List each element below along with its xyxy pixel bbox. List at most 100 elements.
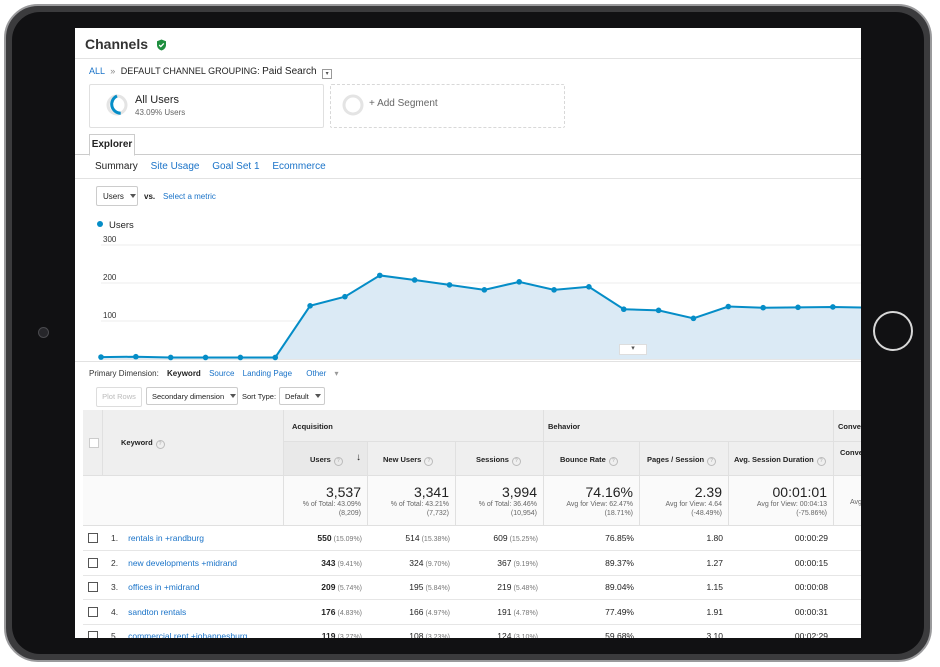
data-point[interactable] <box>342 293 348 300</box>
new-users-cell: 108 (3.23%) <box>368 624 456 638</box>
data-point[interactable] <box>167 354 174 361</box>
data-point[interactable] <box>830 304 836 310</box>
data-point[interactable] <box>725 303 732 310</box>
data-point[interactable] <box>690 315 697 322</box>
data-point[interactable] <box>795 304 801 311</box>
keyword-cell[interactable]: 2. new developments +midrand <box>111 551 237 575</box>
metric-select[interactable]: Users <box>96 186 138 206</box>
subtab-ecommerce[interactable]: Ecommerce <box>272 161 326 172</box>
data-point[interactable] <box>516 279 522 285</box>
keyword-header[interactable]: Keyword? <box>103 410 284 476</box>
sort-type-select[interactable]: Default <box>279 387 325 405</box>
breadcrumb-all-link[interactable]: ALL <box>89 66 105 76</box>
data-point[interactable] <box>620 306 627 313</box>
avg-duration-col-header[interactable]: Avg. Session Duration? <box>729 442 834 476</box>
keyword-link[interactable]: offices in +midrand <box>128 582 200 592</box>
chart-collapse-handle[interactable]: ▾ <box>619 344 647 355</box>
page-title-wrap: Channels <box>85 36 167 52</box>
conversions-group-header: Conver <box>834 410 861 442</box>
secondary-dimension-select[interactable]: Secondary dimension <box>146 387 238 405</box>
help-icon[interactable]: ? <box>424 457 434 466</box>
pages-session-col-header[interactable]: Pages / Session? <box>640 442 729 476</box>
data-point[interactable] <box>481 287 488 293</box>
segment-sub: 43.09% Users <box>135 108 186 117</box>
keyword-link[interactable]: rentals in +randburg <box>128 533 204 543</box>
sessions-cell: 219 (5.48%) <box>456 575 544 599</box>
subtab-summary[interactable]: Summary <box>95 161 138 172</box>
dimension-keyword[interactable]: Keyword <box>167 369 201 378</box>
row-checkbox[interactable] <box>88 582 98 592</box>
plot-rows-button[interactable]: Plot Rows <box>96 387 142 407</box>
bounce-cell: 76.85% <box>544 526 640 550</box>
row-checkbox[interactable] <box>88 533 98 543</box>
keyword-cell[interactable]: 5. commercial rent +johannesburg <box>111 624 247 638</box>
subtab-site-usage[interactable]: Site Usage <box>150 161 200 172</box>
data-point[interactable] <box>446 282 453 288</box>
data-point[interactable] <box>377 272 383 279</box>
conv-col-header[interactable]: Conve <box>834 442 861 476</box>
duration-value: 00:00:29 <box>794 533 828 543</box>
help-icon[interactable]: ? <box>333 457 343 466</box>
keyword-cell[interactable]: 4. sandton rentals <box>111 600 186 624</box>
table-row: 5. commercial rent +johannesburg 119 (3.27%… <box>83 624 861 638</box>
duration-value: 00:00:31 <box>794 606 828 617</box>
add-segment-button[interactable]: + Add Segment <box>330 84 565 128</box>
select-metric-link[interactable]: Select a metric <box>163 192 216 201</box>
total-sessions-l1: % of Total: 36.46% <box>478 501 537 508</box>
home-button[interactable] <box>873 311 913 351</box>
data-point[interactable] <box>411 277 418 283</box>
data-point[interactable] <box>272 354 279 361</box>
data-point[interactable] <box>237 354 244 361</box>
data-point[interactable] <box>98 354 104 360</box>
total-pages-session-value: 2.39 <box>694 484 722 500</box>
sort-arrow-down-icon[interactable]: ↓ <box>356 452 361 463</box>
data-point[interactable] <box>586 284 592 290</box>
dimension-other[interactable]: Other ▾ <box>300 369 338 378</box>
dimension-source[interactable]: Source <box>209 369 235 378</box>
keyword-link[interactable]: new developments +midrand <box>128 557 238 568</box>
chevron-down-icon <box>129 194 136 198</box>
bounce-value: 77.49% <box>605 606 634 617</box>
subtab-goal-set-1[interactable]: Goal Set 1 <box>212 161 260 172</box>
users-pct: (15.09%) <box>333 536 362 543</box>
data-point[interactable] <box>760 304 766 311</box>
y-tick-label: 200 <box>103 273 117 282</box>
keyword-cell[interactable]: 3. offices in +midrand <box>111 575 200 599</box>
help-icon[interactable]: ? <box>816 457 826 466</box>
help-icon[interactable]: ? <box>707 457 717 466</box>
select-all-checkbox[interactable] <box>89 438 99 448</box>
segment-all-users[interactable]: All Users 43.09% Users <box>89 84 324 128</box>
new-users-value: 108 <box>409 631 424 638</box>
tab-divider <box>75 154 861 155</box>
row-checkbox[interactable] <box>88 631 98 638</box>
pages-value: 3.10 <box>706 631 723 638</box>
data-point[interactable] <box>202 354 209 361</box>
bounce-rate-col-header[interactable]: Bounce Rate? <box>544 442 640 476</box>
row-checkbox[interactable] <box>88 606 98 617</box>
bounce-rate-col-label: Bounce Rate <box>560 455 606 464</box>
help-icon[interactable]: ? <box>155 440 165 449</box>
new-users-col-header[interactable]: New Users? <box>368 442 456 476</box>
data-point[interactable] <box>133 353 139 360</box>
users-cell: 343 (9.41%) <box>284 551 368 575</box>
data-point[interactable] <box>551 287 557 293</box>
data-point[interactable] <box>307 303 313 309</box>
users-col-header[interactable]: Users? ↓ <box>284 442 368 476</box>
metric-select-value: Users <box>103 192 124 201</box>
help-icon[interactable]: ? <box>608 457 618 466</box>
keyword-cell[interactable]: 1. rentals in +randburg <box>111 526 204 550</box>
keyword-link[interactable]: sandton rentals <box>128 606 187 617</box>
row-checkbox[interactable] <box>88 557 98 568</box>
data-point[interactable] <box>655 307 662 314</box>
help-icon[interactable]: ? <box>511 457 521 466</box>
total-avg-duration-l1: Avg for View: 00:04:13 <box>756 501 827 508</box>
keyword-link[interactable]: commercial rent +johannesburg <box>128 631 248 638</box>
empty-segment-circle-icon <box>342 94 364 116</box>
sessions-col-header[interactable]: Sessions? <box>456 442 544 476</box>
users-pct: (4.83%) <box>337 609 362 617</box>
segment-name: All Users <box>135 94 180 106</box>
add-segment-label: + Add Segment <box>369 98 438 109</box>
breadcrumb-dropdown-icon[interactable]: ▾ <box>322 69 333 79</box>
dimension-landing-page[interactable]: Landing Page <box>242 369 293 378</box>
tab-explorer[interactable]: Explorer <box>89 134 135 156</box>
